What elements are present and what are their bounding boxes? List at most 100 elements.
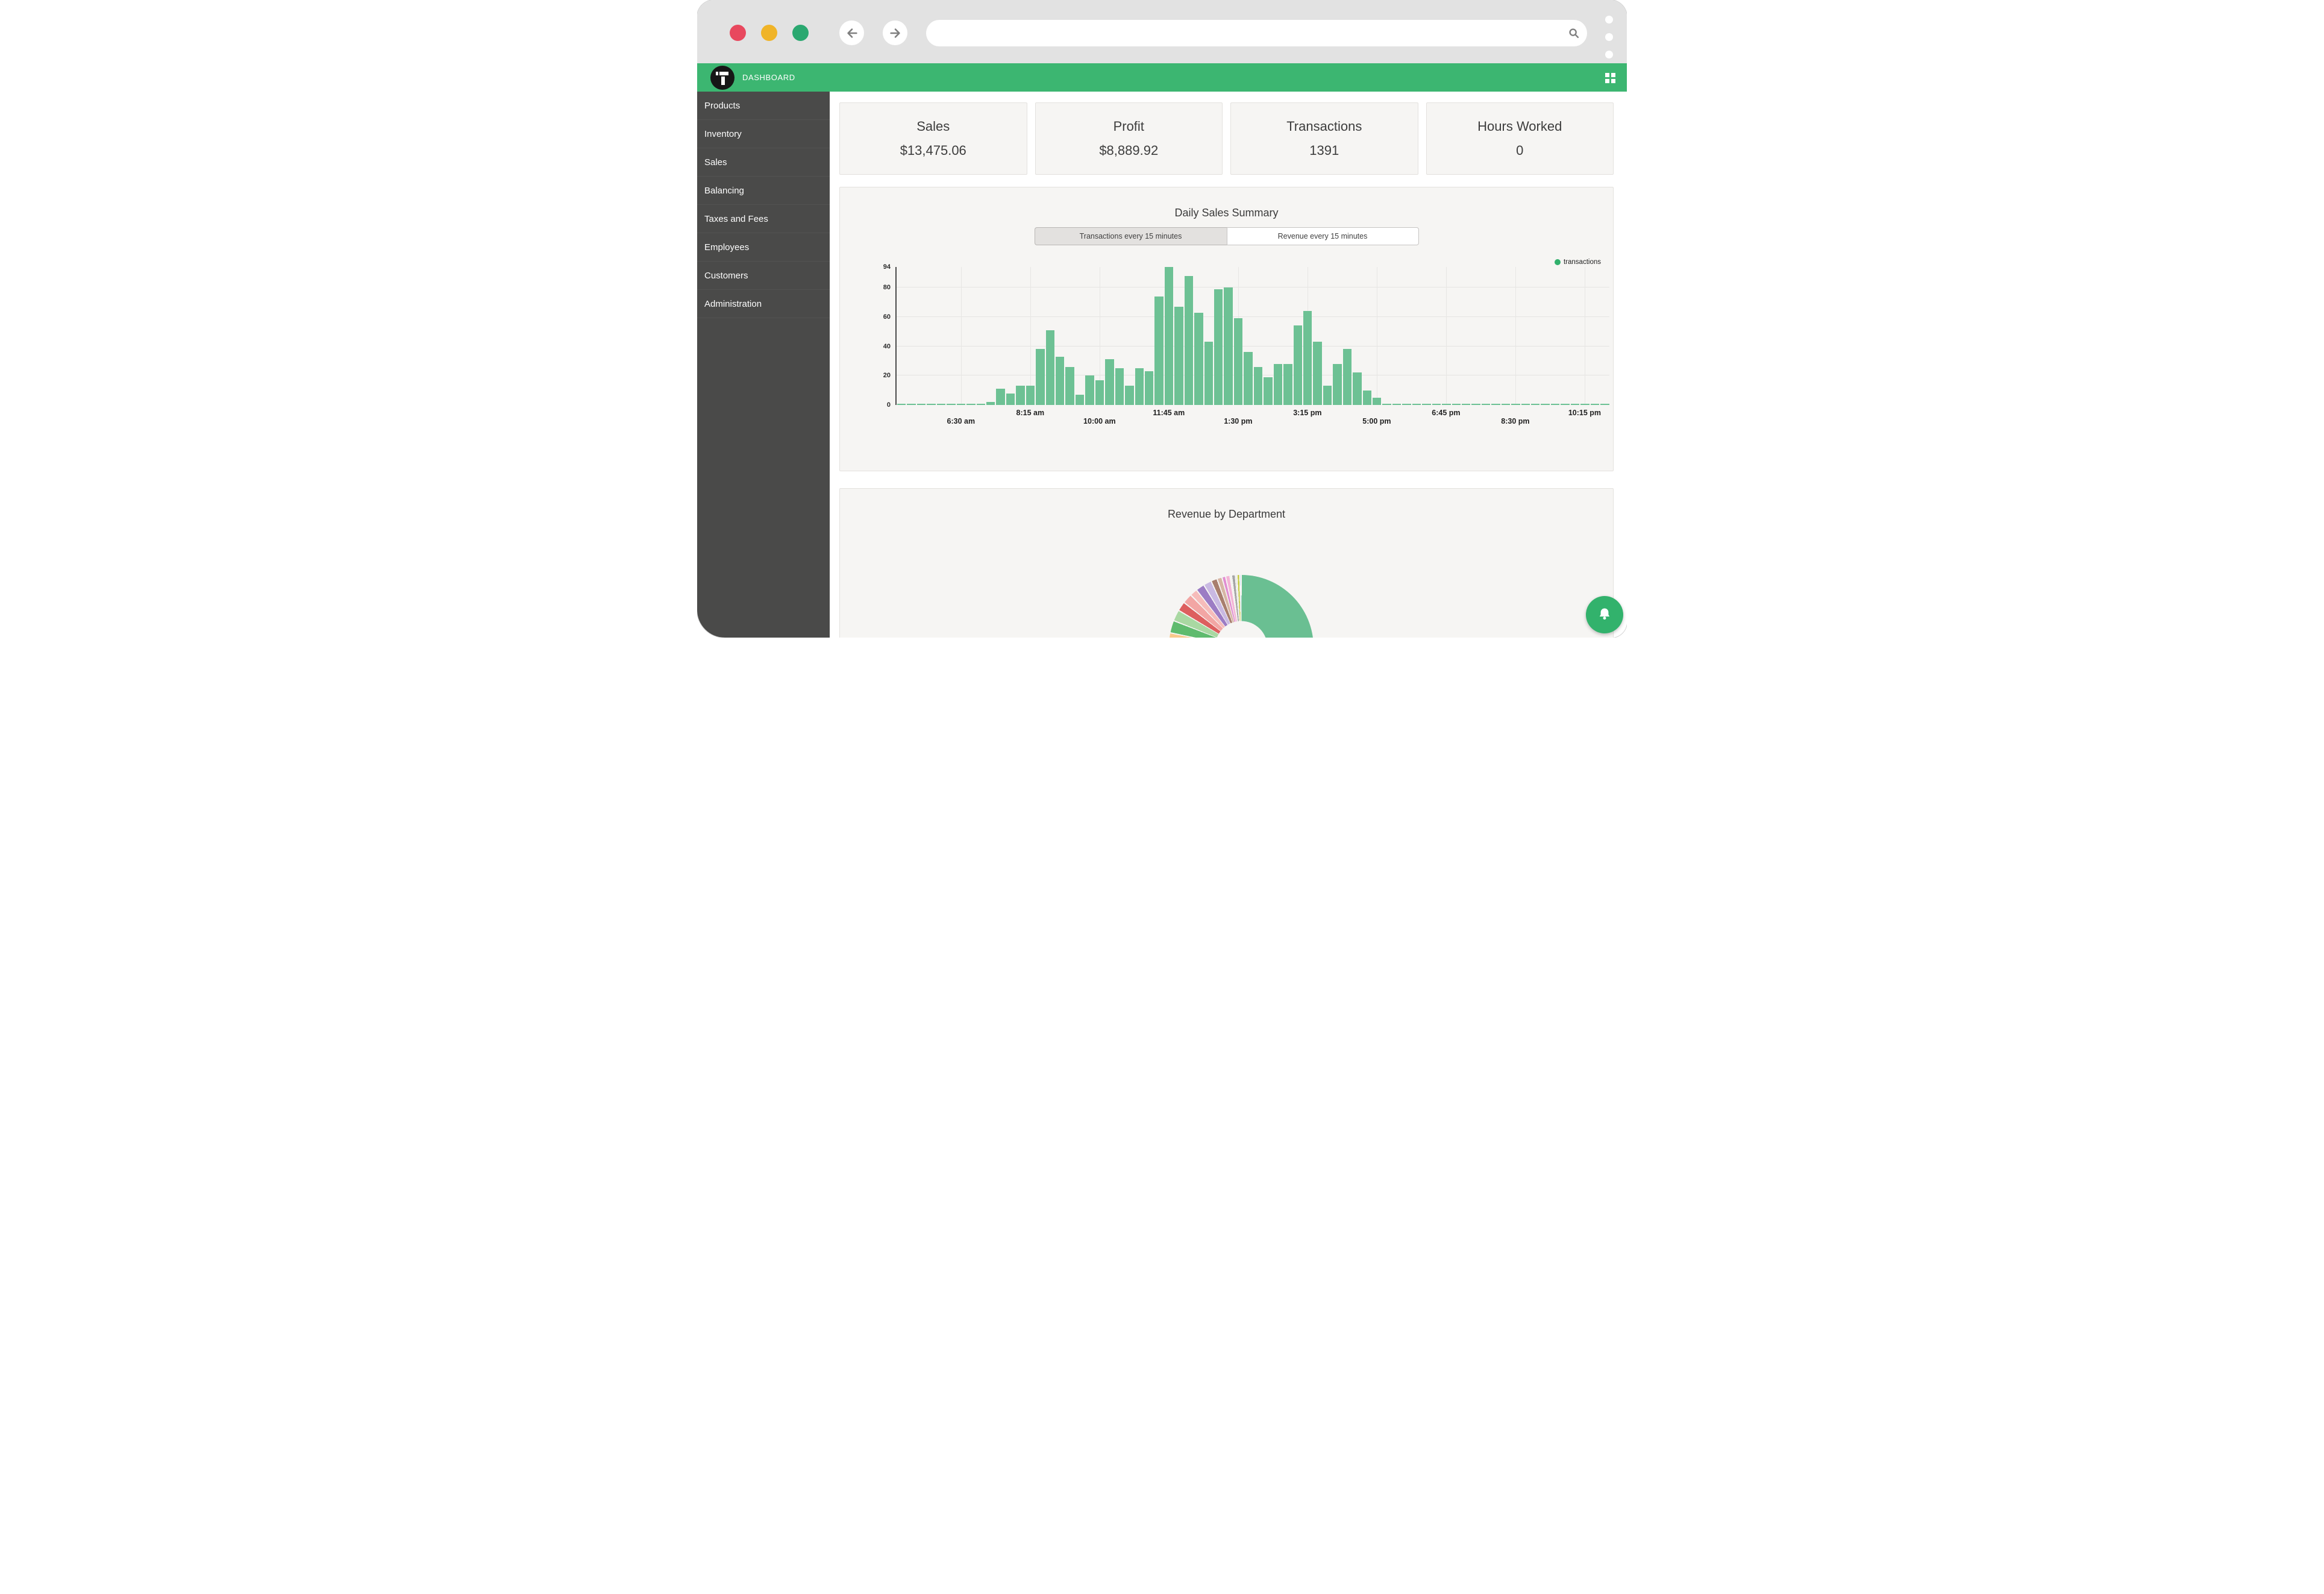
sidebar-item-taxes-and-fees[interactable]: Taxes and Fees xyxy=(697,205,830,233)
transactions-bar xyxy=(1036,349,1044,405)
sidebar-item-customers[interactable]: Customers xyxy=(697,262,830,290)
transactions-bar xyxy=(897,404,906,405)
transactions-bar xyxy=(937,404,945,405)
transactions-bar xyxy=(927,404,935,405)
transactions-bar xyxy=(1105,359,1113,405)
transactions-bar xyxy=(966,404,975,405)
transactions-bar xyxy=(1541,404,1549,405)
browser-window: DASHBOARD ProductsInventorySalesBalancin… xyxy=(697,0,1627,638)
legend-dot-icon xyxy=(1555,259,1561,265)
bar-chart: transactions 02040608094 6:30 am8:15 am1… xyxy=(897,267,1609,405)
transactions-bar xyxy=(1076,395,1084,405)
close-window-button[interactable] xyxy=(730,25,746,41)
sidebar-item-administration[interactable]: Administration xyxy=(697,290,830,318)
bar-slot xyxy=(1501,267,1511,405)
transactions-bar xyxy=(1482,404,1490,405)
x-axis-tick-label: 6:30 am xyxy=(947,417,976,425)
transactions-bar xyxy=(1185,276,1193,405)
bar-slot xyxy=(1095,267,1104,405)
bar-slot xyxy=(1481,267,1491,405)
bar-slot xyxy=(1312,267,1322,405)
bar-slot xyxy=(1461,267,1471,405)
bar-slot xyxy=(1600,267,1609,405)
sidebar-item-inventory[interactable]: Inventory xyxy=(697,120,830,148)
transactions-bar xyxy=(1125,386,1133,405)
transactions-bar xyxy=(1065,367,1074,405)
transactions-bar xyxy=(1551,404,1559,405)
bar-slot xyxy=(1402,267,1411,405)
notifications-fab[interactable] xyxy=(1586,596,1623,633)
back-button[interactable] xyxy=(839,20,864,45)
transactions-bar xyxy=(1462,404,1470,405)
bar-slot xyxy=(1006,267,1015,405)
x-axis-labels: 6:30 am8:15 am10:00 am11:45 am1:30 pm3:1… xyxy=(897,405,1609,431)
stat-cards-row: Sales$13,475.06Profit$8,889.92Transactio… xyxy=(839,102,1614,175)
url-bar[interactable] xyxy=(926,20,1587,46)
daily-sales-panel: Daily Sales Summary Transactions every 1… xyxy=(839,187,1614,471)
bar-slot xyxy=(1035,267,1045,405)
bar-slot xyxy=(1521,267,1530,405)
stat-card-hours-worked: Hours Worked0 xyxy=(1426,102,1614,175)
back-arrow-icon xyxy=(845,27,859,40)
zoom-window-button[interactable] xyxy=(792,25,809,41)
bar-slot xyxy=(1045,267,1055,405)
x-axis-tick-label: 5:00 pm xyxy=(1362,417,1391,425)
bar-slot xyxy=(1570,267,1580,405)
bar-slot xyxy=(1204,267,1214,405)
transactions-bar xyxy=(1154,297,1163,405)
bar-chart-plot: 02040608094 xyxy=(897,267,1609,405)
x-axis-tick-label: 1:30 pm xyxy=(1224,417,1252,425)
transactions-bar xyxy=(1561,404,1569,405)
minimize-window-button[interactable] xyxy=(761,25,777,41)
y-axis-tick-label: 80 xyxy=(883,284,891,291)
bar-slot xyxy=(1243,267,1253,405)
daily-sales-title: Daily Sales Summary xyxy=(840,187,1613,219)
bar-slot xyxy=(966,267,976,405)
y-axis-tick-label: 40 xyxy=(883,343,891,350)
toggle-transactions-button[interactable]: Transactions every 15 minutes xyxy=(1035,227,1227,245)
bar-slot xyxy=(1026,267,1035,405)
chart-legend: transactions xyxy=(1555,259,1601,266)
transactions-bar xyxy=(1382,404,1391,405)
toggle-revenue-button[interactable]: Revenue every 15 minutes xyxy=(1227,227,1419,245)
transactions-bar xyxy=(1135,368,1144,405)
transactions-bar xyxy=(1046,330,1054,405)
transactions-bar xyxy=(1392,404,1401,405)
sidebar: ProductsInventorySalesBalancingTaxes and… xyxy=(697,92,830,638)
sidebar-item-balancing[interactable]: Balancing xyxy=(697,177,830,205)
transactions-bar xyxy=(977,404,985,405)
transactions-bar xyxy=(1422,404,1430,405)
sidebar-item-employees[interactable]: Employees xyxy=(697,233,830,262)
transactions-bar xyxy=(1491,404,1500,405)
transactions-bar xyxy=(1264,377,1272,405)
transactions-bar xyxy=(1254,367,1262,405)
forward-button[interactable] xyxy=(883,20,907,45)
x-axis-tick-label: 11:45 am xyxy=(1153,409,1185,417)
transactions-bar xyxy=(1006,394,1015,405)
transactions-bar xyxy=(1145,371,1153,405)
stat-card-value: 0 xyxy=(1516,143,1523,158)
browser-chrome xyxy=(697,0,1627,63)
transactions-bar xyxy=(1026,386,1035,405)
bar-slot xyxy=(1491,267,1500,405)
app-header: DASHBOARD xyxy=(697,63,1627,92)
apps-grid-icon[interactable] xyxy=(1605,73,1615,83)
stat-card-value: $13,475.06 xyxy=(900,143,966,158)
url-input[interactable] xyxy=(926,28,1561,39)
bar-slot xyxy=(1273,267,1283,405)
chart-toggle-group: Transactions every 15 minutes Revenue ev… xyxy=(840,227,1613,245)
x-axis-tick-label: 8:15 am xyxy=(1016,409,1045,417)
revenue-panel: Revenue by Department xyxy=(839,488,1614,638)
bar-slot xyxy=(1382,267,1391,405)
sidebar-item-sales[interactable]: Sales xyxy=(697,148,830,177)
sidebar-item-products[interactable]: Products xyxy=(697,92,830,120)
transactions-bar xyxy=(1580,404,1589,405)
browser-menu-icon[interactable] xyxy=(1605,16,1613,58)
transactions-bar xyxy=(1432,404,1441,405)
transactions-bar xyxy=(1165,267,1173,405)
bar-slot xyxy=(1065,267,1074,405)
search-icon[interactable] xyxy=(1561,27,1587,40)
bar-slot xyxy=(1214,267,1223,405)
transactions-bar xyxy=(1471,404,1480,405)
bell-icon xyxy=(1596,606,1613,623)
